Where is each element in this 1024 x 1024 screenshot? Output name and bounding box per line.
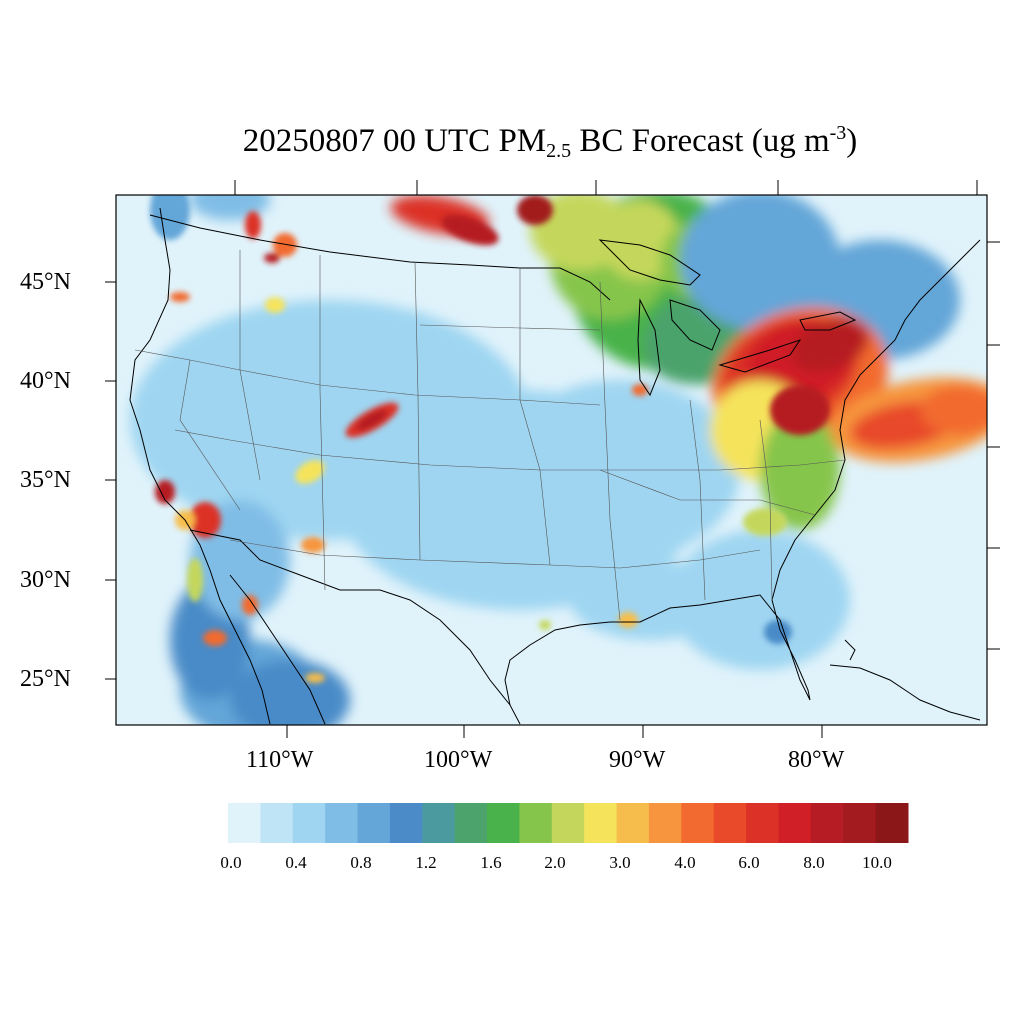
- colorbar-label: 0.0: [220, 853, 242, 872]
- colorbar-swatch: [778, 803, 812, 843]
- concentration-blob: [170, 292, 190, 302]
- concentration-blob: [301, 537, 325, 553]
- concentration-blob: [295, 460, 325, 484]
- colorbar-swatch: [551, 803, 585, 843]
- colorbar-swatch: [228, 803, 261, 843]
- concentration-blob: [305, 673, 325, 683]
- concentration-blob: [190, 195, 270, 220]
- colorbar-swatch: [389, 803, 423, 843]
- colorbar-swatch: [422, 803, 456, 843]
- concentration-blob: [539, 620, 551, 630]
- colorbar-label: 3.0: [609, 853, 631, 872]
- lat-label-35: 35°N: [20, 467, 71, 493]
- concentration-blob: [273, 233, 297, 257]
- concentration-field: [116, 195, 987, 725]
- colorbar-swatch: [487, 803, 520, 843]
- concentration-blob: [920, 385, 987, 435]
- colorbar-swatch: [746, 803, 779, 843]
- colorbar-swatch: [357, 803, 391, 843]
- colorbar-swatch: [681, 803, 715, 843]
- concentration-blob: [203, 630, 227, 646]
- colorbar-swatch: [616, 803, 650, 843]
- lon-label-90w: 90°W: [609, 747, 666, 773]
- concentration-blob: [670, 530, 850, 670]
- concentration-blob: [680, 195, 840, 330]
- colorbar-label: 0.4: [285, 853, 307, 872]
- concentration-blob: [356, 409, 388, 431]
- concentration-blob: [791, 317, 869, 373]
- lat-label-45: 45°N: [20, 269, 71, 295]
- colorbar-label: 2.0: [544, 853, 566, 872]
- lat-label-25: 25°N: [20, 666, 71, 692]
- colorbar-label: 6.0: [738, 853, 760, 872]
- colorbar-swatch: [292, 803, 326, 843]
- lat-label-30: 30°N: [20, 567, 71, 593]
- colorbar-swatch: [875, 803, 909, 843]
- concentration-blob: [230, 660, 350, 725]
- concentration-blob: [770, 385, 830, 435]
- colorbar-swatch: [810, 803, 844, 843]
- lon-label-80w: 80°W: [788, 747, 845, 773]
- concentration-blob: [441, 214, 499, 246]
- concentration-blob: [760, 410, 840, 530]
- colorbar-swatch: [584, 803, 618, 843]
- colorbar-label: 0.8: [350, 853, 372, 872]
- lat-label-40: 40°N: [20, 368, 71, 394]
- state-borders: [134, 250, 846, 621]
- colorbar-label: 8.0: [803, 853, 825, 872]
- lon-label-110w: 110°W: [246, 747, 314, 773]
- concentration-blob: [155, 480, 175, 504]
- map-title: 20250807 00 UTC PM2.5 BC Forecast (ug m-…: [242, 122, 858, 162]
- concentration-blob: [764, 620, 792, 644]
- colorbar-label: 10.0: [862, 853, 892, 872]
- concentration-blob: [189, 502, 221, 538]
- concentration-blob: [187, 558, 203, 602]
- colorbar-swatch: [648, 803, 682, 843]
- concentration-blob: [743, 508, 787, 536]
- concentration-blob: [265, 297, 285, 313]
- lon-label-100w: 100°W: [424, 747, 493, 773]
- axis-ticks: [105, 180, 1000, 738]
- concentration-blob: [517, 195, 553, 225]
- colorbar-swatch: [325, 803, 359, 843]
- coastline-and-borders: [129, 207, 981, 725]
- concentration-blob: [618, 612, 638, 628]
- colorbar: [228, 803, 909, 843]
- colorbar-swatch: [713, 803, 747, 843]
- concentration-blob: [150, 195, 190, 240]
- concentration-blob: [242, 595, 258, 615]
- colorbar-label: 1.2: [415, 853, 437, 872]
- concentration-blob: [570, 560, 730, 640]
- concentration-blob: [530, 195, 630, 270]
- concentration-blob: [632, 384, 648, 396]
- colorbar-swatch: [260, 803, 294, 843]
- colorbar-label: 1.6: [480, 853, 502, 872]
- colorbar-swatch: [454, 803, 488, 843]
- colorbar-swatch: [519, 803, 553, 843]
- concentration-blob: [245, 211, 261, 239]
- colorbar-swatch: [843, 803, 877, 843]
- concentration-blob: [264, 253, 280, 263]
- colorbar-label: 4.0: [674, 853, 696, 872]
